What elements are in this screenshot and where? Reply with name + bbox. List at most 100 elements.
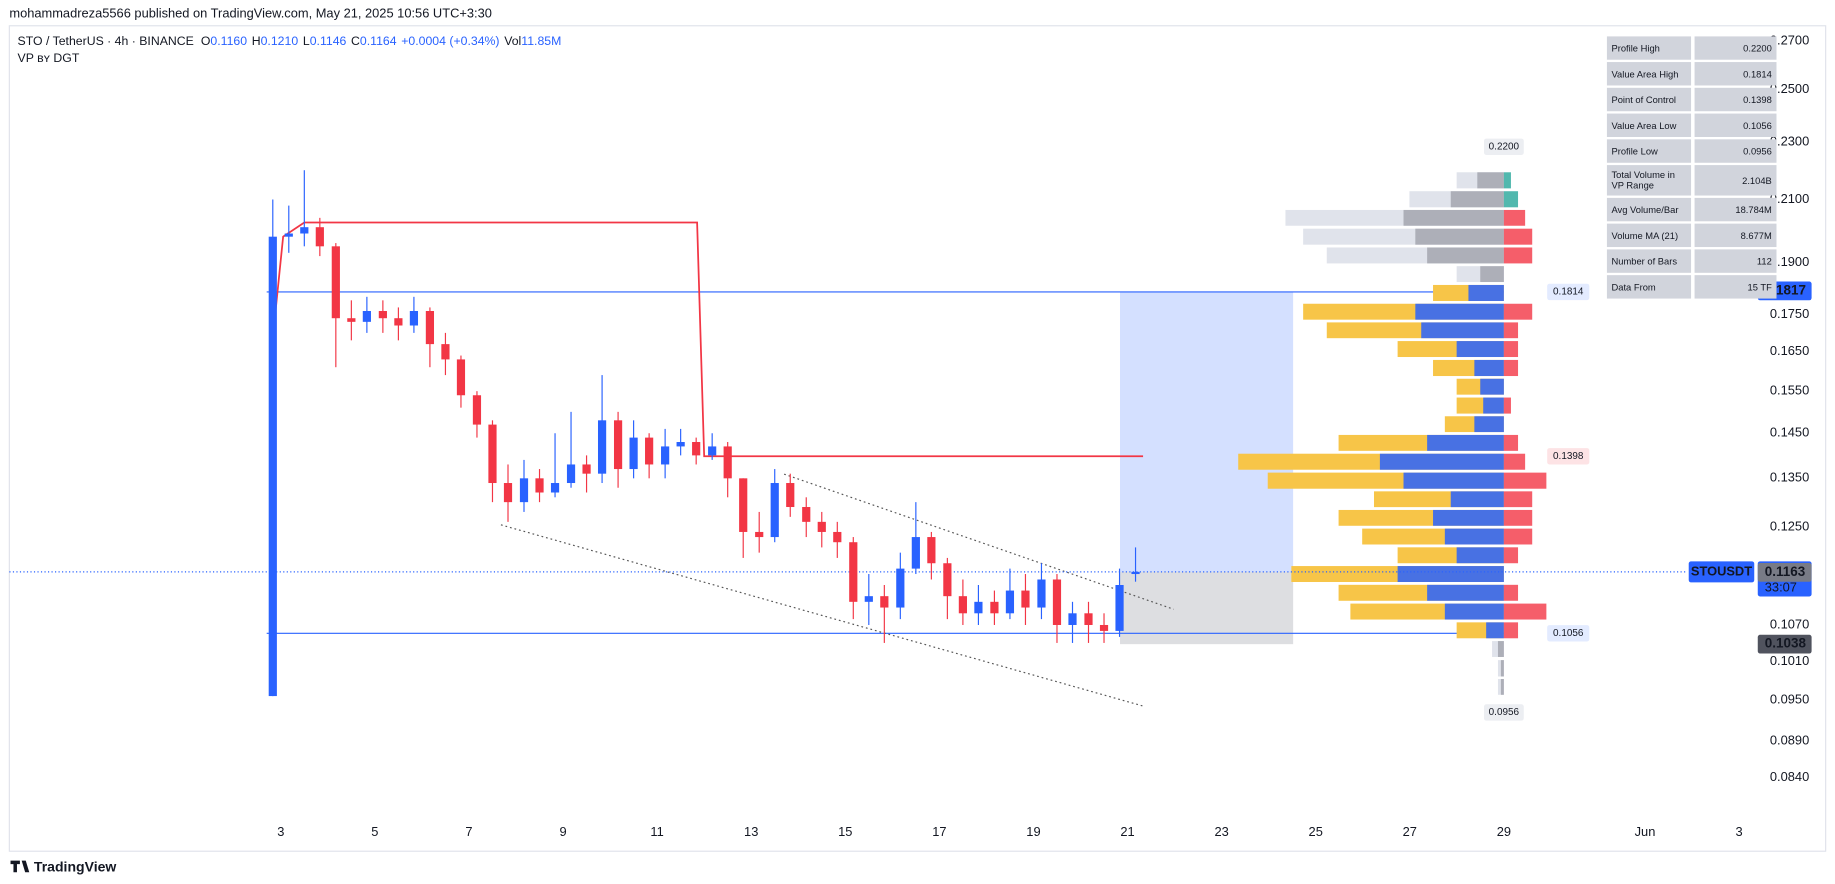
stats-value: 0.0956 [1694,139,1777,163]
legend-label: H [252,34,261,48]
profile-bar-up [1379,453,1504,470]
val-label-box [1547,625,1590,642]
x-tick-label: 21 [1120,824,1134,839]
stats-row: Number of Bars 112 [1606,249,1780,273]
candle-body [582,464,591,474]
candle-body [300,227,309,234]
profile-bar-up [1477,172,1504,189]
profile-bar-up [1403,209,1504,226]
candle-body [676,442,685,447]
footer-logo [10,860,30,873]
profile-delta [1503,341,1519,358]
x-tick-label: 23 [1214,824,1228,839]
y-tick-label: 0.1550 [1770,383,1809,398]
profile-bar-up [1456,341,1504,358]
candle-body [645,437,654,465]
stats-label: Total Volume in VP Range [1606,165,1692,196]
candle-body [331,246,340,319]
candle-body [315,227,324,247]
profile-bar-up [1500,678,1504,695]
profile-bar-up [1427,247,1504,264]
stats-value: 0.1398 [1694,87,1777,112]
profile-delta [1503,547,1519,564]
x-tick-label: 29 [1497,824,1511,839]
candle-body [519,478,529,503]
candle-body [661,446,670,465]
profile-bar-up [1480,378,1504,395]
profile-bar-up [1480,266,1504,283]
stats-value: 0.1056 [1694,113,1777,137]
stats-label: Number of Bars [1606,249,1692,273]
candle-body [849,542,858,602]
axis-tag: 0.1163 [1765,564,1805,579]
profile-bar-up [1397,566,1504,583]
stats-row: Volume MA (21) 8.677M [1606,223,1780,248]
symbol-tag: STOUSDT [1691,563,1752,578]
legend-change: +0.0004 (+0.34%) [401,34,499,48]
x-tick-label: 11 [650,824,663,839]
x-tick-label: 13 [744,824,758,839]
profile-delta [1503,434,1519,451]
candle-body [409,310,419,326]
candle-body [990,601,999,614]
candle-body [864,596,873,602]
stats-value: 18.784M [1694,197,1777,222]
axis-tag-box [1757,634,1812,654]
stats-label: Data From [1606,275,1692,299]
candle-body [1021,590,1030,608]
y-tick-label: 0.2500 [1770,81,1809,96]
stop-zone [1120,571,1294,645]
y-tick-label: 0.1900 [1770,254,1809,269]
profile-bar-up [1497,641,1504,657]
y-tick-label: 0.0890 [1770,733,1809,748]
stats-row: Avg Volume/Bar 18.784M [1606,197,1780,222]
candle-body [708,446,717,456]
candle-body [1052,579,1062,625]
vah-label: 0.1814 [1553,287,1584,298]
symbol: STO / TetherUS · 4h · BINANCE [18,34,194,48]
candle-body [723,446,732,479]
stats-label: Value Area Low [1606,113,1692,137]
profile-delta [1503,622,1519,639]
stats-value: 112 [1694,249,1777,273]
candle-body [503,483,513,503]
profile-bar-up [1450,191,1504,208]
countdown: 33:07 [1765,580,1797,595]
stats-row: Point of Control 0.1398 [1606,87,1780,112]
symbol-tag-box [1688,561,1755,583]
brand: TradingView [34,858,116,874]
profile-delta [1503,209,1526,226]
profile-bar-up [1444,603,1504,620]
profile-bar-up [1415,303,1504,320]
stats-row: Profile Low 0.0956 [1606,139,1780,163]
poc-line [270,221,1144,458]
stats-label: Profile Low [1606,139,1692,163]
logo [10,860,30,873]
candle-body [268,236,277,697]
profile-delta [1503,472,1547,489]
legend-label: O [201,34,211,48]
profile-low-label-box [1483,704,1524,721]
stats-row: Value Area High 0.1814 [1606,62,1780,86]
profile-bar-up [1444,528,1504,545]
y-tick-label: 0.0840 [1770,769,1809,784]
stats-label: Value Area High [1606,62,1692,86]
profile-bar-up [1474,359,1504,377]
profile-delta [1503,359,1519,377]
channel-line [783,473,1174,610]
candle-body [394,318,403,326]
profile-high-label-box [1483,138,1524,155]
legend: STO / TetherUS · 4h · BINANCE O0.1160 H0.1… [18,34,562,48]
stats-label: Profile High [1606,36,1692,60]
vah-label-box [1547,283,1590,301]
legend-label: C [351,34,360,48]
candle-body [566,464,576,484]
legend-value: 0.1164 [360,34,397,48]
x-tick-label: 3 [277,824,284,839]
y-tick-label: 0.1250 [1770,518,1809,533]
x-tick-label: 19 [1026,824,1040,839]
profile-bar-up [1427,584,1504,601]
candle-body [911,537,920,569]
